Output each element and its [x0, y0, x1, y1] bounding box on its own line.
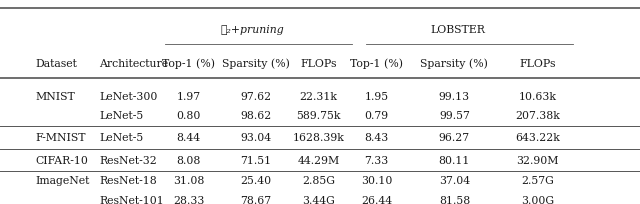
Text: 1628.39k: 1628.39k	[292, 133, 345, 143]
Text: 3.00G: 3.00G	[521, 195, 554, 204]
Text: ℓ₂+pruning: ℓ₂+pruning	[221, 25, 285, 34]
Text: LeNet-300: LeNet-300	[99, 92, 157, 102]
Text: 99.57: 99.57	[439, 110, 470, 120]
Text: 28.33: 28.33	[173, 195, 205, 204]
Text: 7.33: 7.33	[364, 155, 388, 165]
Text: ImageNet: ImageNet	[35, 176, 90, 185]
Text: 25.40: 25.40	[241, 176, 271, 185]
Text: F-MNIST: F-MNIST	[35, 133, 86, 143]
Text: 643.22k: 643.22k	[515, 133, 560, 143]
Text: Sparsity (%): Sparsity (%)	[222, 58, 290, 69]
Text: FLOPs: FLOPs	[300, 58, 337, 68]
Text: 8.43: 8.43	[364, 133, 388, 143]
Text: 8.08: 8.08	[177, 155, 201, 165]
Text: LeNet-5: LeNet-5	[99, 133, 143, 143]
Text: 78.67: 78.67	[241, 195, 271, 204]
Text: 30.10: 30.10	[360, 176, 392, 185]
Text: 96.27: 96.27	[439, 133, 470, 143]
Text: 10.63k: 10.63k	[518, 92, 557, 102]
Text: 1.95: 1.95	[364, 92, 388, 102]
Text: FLOPs: FLOPs	[519, 58, 556, 68]
Text: 589.75k: 589.75k	[296, 110, 341, 120]
Text: 2.57G: 2.57G	[521, 176, 554, 185]
Text: Top-1 (%): Top-1 (%)	[350, 58, 403, 69]
Text: Sparsity (%): Sparsity (%)	[420, 58, 488, 69]
Text: 37.04: 37.04	[439, 176, 470, 185]
Text: Dataset: Dataset	[35, 58, 77, 68]
Text: 31.08: 31.08	[173, 176, 205, 185]
Text: ResNet-18: ResNet-18	[99, 176, 157, 185]
Text: 71.51: 71.51	[241, 155, 271, 165]
Text: 98.62: 98.62	[241, 110, 271, 120]
Text: 22.31k: 22.31k	[300, 92, 338, 102]
Text: 207.38k: 207.38k	[515, 110, 560, 120]
Text: 80.11: 80.11	[438, 155, 470, 165]
Text: 44.29M: 44.29M	[298, 155, 340, 165]
Text: 81.58: 81.58	[439, 195, 470, 204]
Text: MNIST: MNIST	[35, 92, 75, 102]
Text: 1.97: 1.97	[177, 92, 201, 102]
Text: 3.44G: 3.44G	[302, 195, 335, 204]
Text: CIFAR-10: CIFAR-10	[35, 155, 88, 165]
Text: Architecture: Architecture	[99, 58, 168, 68]
Text: ResNet-32: ResNet-32	[99, 155, 157, 165]
Text: 26.44: 26.44	[361, 195, 392, 204]
Text: 8.44: 8.44	[177, 133, 201, 143]
Text: 0.79: 0.79	[364, 110, 388, 120]
Text: 97.62: 97.62	[241, 92, 271, 102]
Text: 32.90M: 32.90M	[516, 155, 559, 165]
Text: Top-1 (%): Top-1 (%)	[163, 58, 215, 69]
Text: ResNet-101: ResNet-101	[99, 195, 164, 204]
Text: LeNet-5: LeNet-5	[99, 110, 143, 120]
Text: 93.04: 93.04	[241, 133, 271, 143]
Text: LOBSTER: LOBSTER	[430, 25, 485, 34]
Text: 0.80: 0.80	[177, 110, 201, 120]
Text: 2.85G: 2.85G	[302, 176, 335, 185]
Text: 99.13: 99.13	[439, 92, 470, 102]
